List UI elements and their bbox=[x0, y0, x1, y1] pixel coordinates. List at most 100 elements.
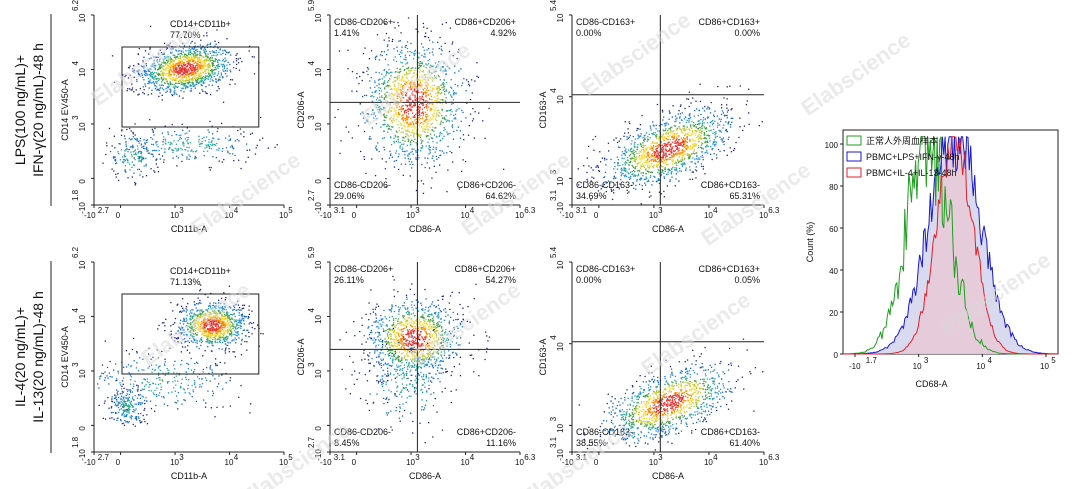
data-point bbox=[407, 158, 409, 160]
data-point bbox=[706, 141, 708, 143]
data-point bbox=[424, 111, 426, 113]
data-point bbox=[667, 123, 669, 125]
data-point bbox=[448, 91, 450, 93]
data-point bbox=[214, 144, 217, 146]
data-point bbox=[185, 80, 187, 82]
data-point bbox=[189, 84, 191, 86]
data-point bbox=[233, 313, 235, 315]
data-point bbox=[429, 66, 431, 68]
data-point bbox=[381, 51, 383, 53]
data-point bbox=[410, 103, 412, 105]
data-point bbox=[666, 131, 668, 134]
data-point bbox=[168, 45, 171, 47]
data-point bbox=[603, 183, 606, 186]
data-point bbox=[408, 152, 410, 155]
data-point bbox=[699, 129, 701, 131]
data-point bbox=[444, 101, 447, 103]
data-point bbox=[155, 141, 157, 143]
data-point bbox=[435, 100, 437, 102]
data-point bbox=[179, 72, 181, 74]
data-point bbox=[401, 123, 403, 126]
data-point bbox=[182, 327, 184, 329]
data-point bbox=[649, 165, 651, 167]
data-point bbox=[230, 79, 232, 81]
data-point bbox=[240, 133, 242, 135]
data-point bbox=[124, 156, 126, 158]
data-point bbox=[474, 111, 476, 113]
data-point bbox=[415, 113, 417, 116]
data-point bbox=[648, 157, 650, 159]
data-point bbox=[631, 140, 633, 142]
data-point bbox=[226, 344, 228, 346]
data-point bbox=[451, 124, 453, 126]
data-point bbox=[577, 168, 579, 170]
data-point bbox=[108, 127, 111, 130]
data-point bbox=[397, 111, 399, 114]
data-point bbox=[208, 147, 211, 149]
data-point bbox=[178, 66, 180, 68]
data-point bbox=[251, 56, 253, 58]
data-point bbox=[694, 169, 697, 171]
data-point bbox=[140, 160, 142, 162]
data-point bbox=[683, 129, 685, 132]
data-point bbox=[429, 152, 431, 154]
data-point bbox=[209, 75, 211, 77]
data-point bbox=[229, 327, 232, 329]
data-point bbox=[169, 77, 171, 80]
data-point bbox=[197, 77, 199, 80]
data-point bbox=[428, 58, 431, 61]
data-point bbox=[196, 57, 199, 60]
data-point bbox=[168, 147, 170, 149]
data-point bbox=[378, 87, 380, 89]
data-point bbox=[425, 63, 427, 65]
data-point bbox=[244, 340, 246, 343]
data-point bbox=[426, 162, 428, 164]
data-point bbox=[180, 137, 183, 140]
data-point bbox=[182, 338, 184, 341]
data-point bbox=[643, 155, 646, 157]
data-point bbox=[665, 149, 667, 151]
data-point bbox=[160, 147, 163, 150]
data-point bbox=[392, 118, 394, 120]
data-point bbox=[173, 68, 175, 70]
data-point bbox=[439, 139, 442, 141]
data-point bbox=[629, 134, 631, 137]
data-point bbox=[693, 140, 696, 142]
data-point bbox=[420, 142, 422, 144]
data-point bbox=[390, 75, 392, 77]
data-point bbox=[425, 84, 427, 86]
data-point bbox=[162, 78, 164, 80]
data-point bbox=[400, 91, 402, 93]
gate-value: 77.70% bbox=[170, 30, 201, 40]
data-point bbox=[177, 157, 179, 159]
data-point bbox=[424, 78, 426, 81]
data-point bbox=[210, 322, 213, 324]
data-point bbox=[145, 72, 147, 75]
data-point bbox=[425, 76, 427, 78]
data-point bbox=[637, 163, 639, 165]
data-point bbox=[623, 174, 625, 177]
y-axis-label: CD163-A bbox=[538, 91, 548, 128]
data-point bbox=[212, 63, 214, 65]
data-point bbox=[677, 158, 679, 161]
data-point bbox=[621, 157, 623, 159]
data-point bbox=[680, 119, 683, 121]
data-point bbox=[432, 155, 434, 157]
data-point bbox=[406, 99, 408, 102]
data-point bbox=[417, 154, 419, 157]
data-point bbox=[185, 85, 187, 87]
data-point bbox=[686, 138, 689, 140]
data-point bbox=[182, 51, 184, 53]
data-point bbox=[194, 42, 196, 44]
data-point bbox=[369, 87, 372, 89]
data-point bbox=[639, 128, 641, 130]
data-point bbox=[675, 168, 678, 170]
data-point bbox=[700, 132, 703, 135]
data-point bbox=[424, 131, 426, 133]
data-point bbox=[247, 317, 249, 320]
data-point bbox=[725, 114, 727, 116]
data-point bbox=[431, 90, 434, 93]
data-point bbox=[390, 137, 392, 139]
data-point bbox=[406, 121, 409, 124]
data-point bbox=[415, 151, 417, 153]
